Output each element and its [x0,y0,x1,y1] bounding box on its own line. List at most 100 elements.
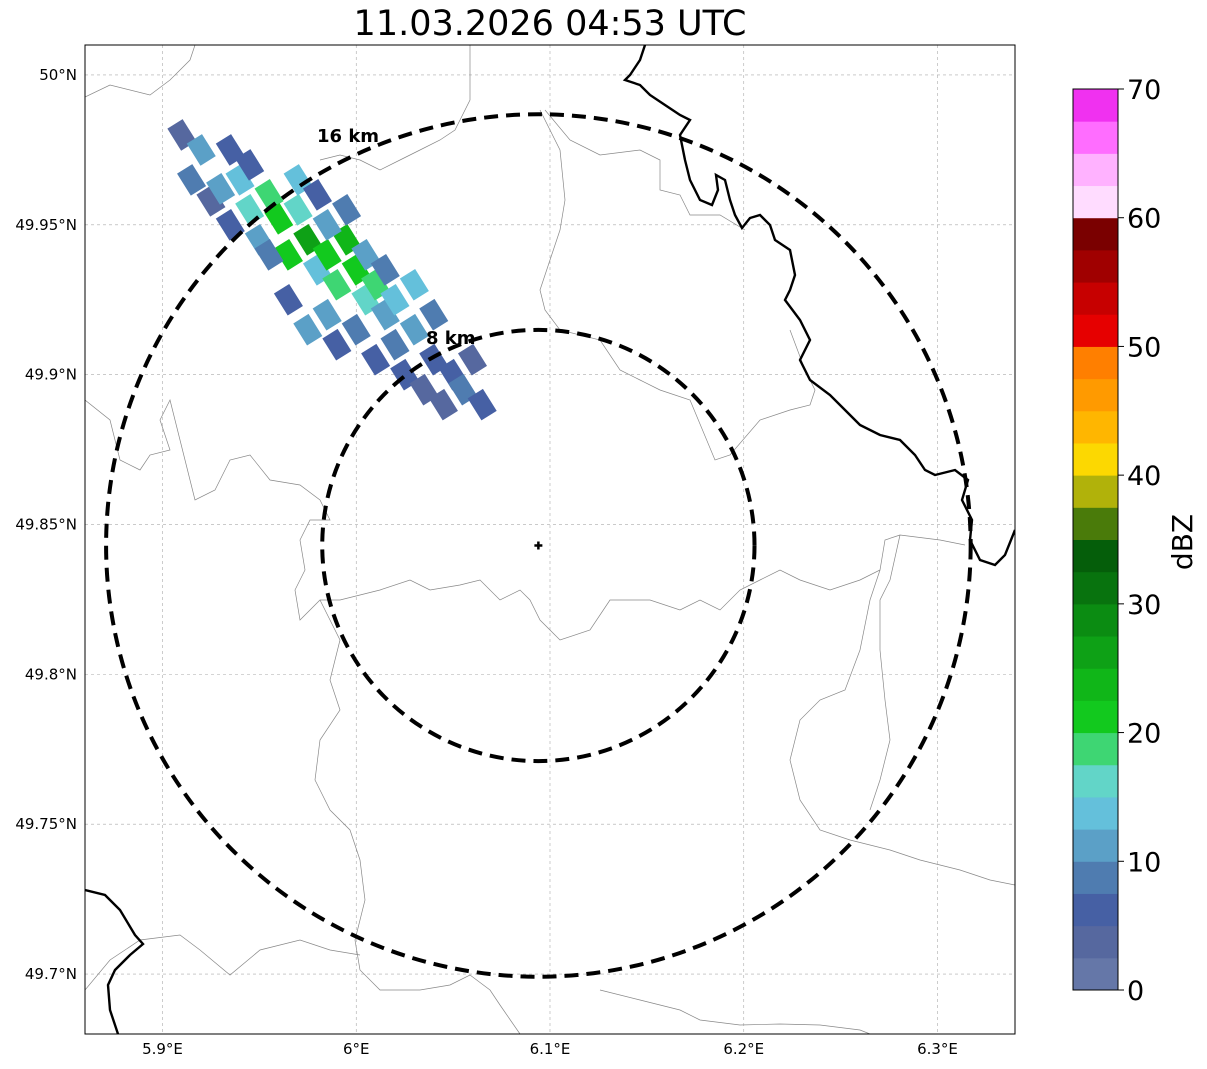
reflectivity-cell [273,238,303,271]
colorbar-label: dBZ [1166,514,1199,570]
colorbar-segment [1073,925,1118,959]
map-frame-border [84,44,1016,1035]
reflectivity-cell [399,268,429,301]
x-tick-label: 6.1°E [530,1040,571,1058]
colorbar-segment [1073,314,1118,347]
border-line [622,45,1015,567]
reflectivity-cell [312,209,342,241]
map-title: 11.03.2026 04:53 UTC [353,4,747,44]
colorbar-segment [1073,829,1118,862]
colorbar-tick-label: 0 [1127,976,1144,1007]
colorbar-segment [1073,153,1118,187]
reflectivity-cell [254,179,284,211]
y-tick-label: 49.7°N [25,965,77,983]
gridlines [85,45,1015,1034]
reflectivity-cell [264,203,294,235]
colorbar-segment [1073,893,1118,927]
boundary-line [599,989,871,1034]
colorbar-segment [1073,539,1118,573]
boundary-line [85,398,966,641]
reflectivity-cell [370,298,400,331]
reflectivity-cell [332,194,362,226]
reflectivity-cell [302,179,333,211]
colorbar-segment [1073,346,1118,380]
y-tick-label: 49.9°N [25,366,77,384]
admin-boundaries [85,45,1015,1034]
reflectivity-cell [341,313,371,346]
range-ring [320,327,757,764]
colorbar-tick-label: 70 [1127,75,1161,106]
colorbar-segment [1073,668,1118,701]
colorbar-segment [1073,957,1118,991]
reflectivity-cell [215,134,245,166]
y-tick-label: 49.8°N [25,665,77,683]
border-line [85,888,145,1034]
range-ring [104,112,973,979]
reflectivity-cell [293,313,323,346]
reflectivity-cell [399,313,429,346]
reflectivity-cell [312,238,342,271]
reflectivity-cell [312,298,342,331]
boundary-line [85,934,361,991]
y-axis-ticks: 50°N 49.95°N 49.9°N 49.85°N 49.8°N 49.75°N 49.… [15,66,77,983]
colorbar-tick-label: 50 [1127,332,1161,363]
reflectivity-cell [254,238,284,271]
colorbar-segment [1073,507,1118,540]
colorbar-segment [1073,442,1118,476]
reflectivity-cell [380,283,410,316]
colorbar-segment [1073,378,1118,412]
reflectivity-cell [186,134,216,166]
reflectivity-cell [419,298,449,331]
colorbar-segment [1073,185,1118,219]
boundary-line [314,599,521,1034]
reflectivity-cell [370,253,400,286]
boundary-line [869,534,901,811]
reflectivity-cell [196,185,226,217]
colorbar-segment [1073,861,1118,894]
colorbar-segment [1073,700,1118,734]
colorbar-tick-label: 40 [1127,461,1161,492]
colorbar-segment [1073,571,1118,605]
x-tick-label: 6.2°E [723,1040,764,1058]
colorbar-segment [1073,475,1118,508]
y-tick-label: 50°N [39,66,77,84]
reflectivity-cell [322,268,352,301]
x-axis-ticks: 5.9°E 6°E 6.1°E 6.2°E 6.3°E [142,1040,958,1058]
range-ring-label: 8 km [426,328,476,349]
colorbar-segment [1073,249,1118,283]
reflectivity-cell [283,194,313,226]
colorbar-tick-label: 10 [1127,847,1161,878]
reflectivity-layer [167,119,497,421]
x-tick-label: 5.9°E [142,1040,183,1058]
radar-site-marker [534,541,543,550]
reflectivity-cell [467,388,497,421]
colorbar-segment [1073,410,1118,444]
colorbar-segment [1073,121,1118,154]
reflectivity-cell [206,173,236,205]
colorbar-tick-label: 30 [1127,590,1161,621]
range-ring-label: 16 km [317,126,379,147]
boundary-line [539,109,816,461]
colorbar-segment [1073,796,1118,830]
boundary-line [544,109,746,231]
colorbar-segment [1073,282,1118,315]
range-rings: 8 km 16 km [104,112,973,979]
reflectivity-cell [273,283,303,316]
y-tick-label: 49.75°N [15,815,77,833]
boundary-line [85,45,196,98]
reflectivity-cell [361,343,391,376]
colorbar-segment [1073,603,1118,637]
y-tick-label: 49.85°N [15,516,77,534]
reflectivity-cell [322,328,352,361]
boundary-line [789,569,1015,886]
reflectivity-cell [428,388,458,421]
x-tick-label: 6.3°E [917,1040,958,1058]
reflectivity-cell [177,164,207,196]
colorbar-segment [1073,217,1118,251]
colorbar-segment [1073,732,1118,766]
colorbar: 0 10 20 30 40 50 60 70 [1072,75,1161,1007]
x-tick-label: 6°E [343,1040,370,1058]
reflectivity-cell [225,164,255,196]
national-borders [85,45,1015,1034]
